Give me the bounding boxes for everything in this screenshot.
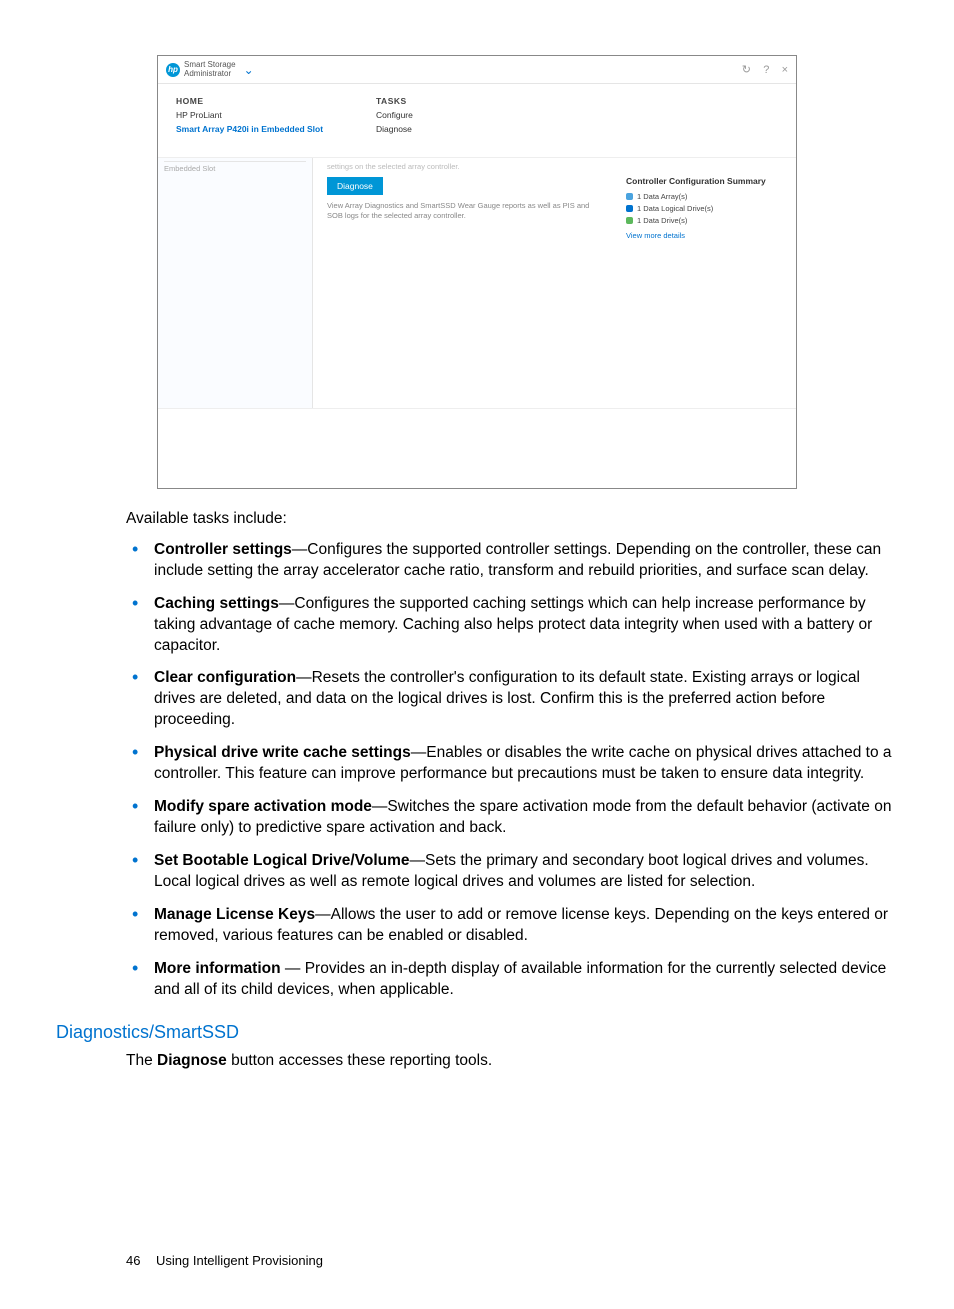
task-item: Modify spare activation mode—Switches th…	[126, 797, 898, 839]
close-icon[interactable]: ×	[782, 64, 788, 76]
task-item: Clear configuration—Resets the controlle…	[126, 668, 898, 731]
empty-panel	[158, 408, 796, 488]
help-icon[interactable]: ?	[763, 64, 769, 76]
task-item: Physical drive write cache settings—Enab…	[126, 743, 898, 785]
home-column: HOME HP ProLiant Smart Array P420i in Em…	[176, 94, 376, 137]
summary-dot-icon	[626, 205, 633, 212]
tasks-column: TASKS Configure Diagnose	[376, 94, 413, 137]
intro-text: Available tasks include:	[126, 509, 898, 530]
smart-array-link[interactable]: Smart Array P420i in Embedded Slot	[176, 122, 376, 136]
task-item: Caching settings—Configures the supporte…	[126, 594, 898, 657]
summary-row: 1 Data Logical Drive(s)	[626, 204, 786, 213]
faint-text: settings on the selected array controlle…	[327, 162, 602, 171]
summary-row: 1 Data Drive(s)	[626, 216, 786, 225]
section-body: The Diagnose button accesses these repor…	[126, 1051, 898, 1072]
chevron-down-icon[interactable]: ⌄	[244, 63, 254, 77]
task-item: More information — Provides an in-depth …	[126, 959, 898, 1001]
task-item: Manage License Keys—Allows the user to a…	[126, 905, 898, 947]
refresh-icon[interactable]: ↻	[742, 64, 751, 76]
hp-logo-icon: hp	[166, 63, 180, 77]
summary-title: Controller Configuration Summary	[626, 176, 786, 186]
task-item: Controller settings—Configures the suppo…	[126, 540, 898, 582]
summary-row: 1 Data Array(s)	[626, 192, 786, 201]
section-heading: Diagnostics/SmartSSD	[56, 1020, 898, 1044]
summary-dot-icon	[626, 217, 633, 224]
app-screenshot: hp Smart Storage Administrator ⌄ ↻ ? × H…	[157, 55, 797, 489]
diagnose-desc: View Array Diagnostics and SmartSSD Wear…	[327, 201, 602, 221]
app-title: Smart Storage Administrator	[184, 61, 236, 79]
page-footer: 46Using Intelligent Provisioning	[126, 1252, 898, 1270]
view-more-link[interactable]: View more details	[626, 231, 786, 240]
configure-link[interactable]: Configure	[376, 108, 413, 122]
diagnose-button[interactable]: Diagnose	[327, 177, 383, 195]
sidebar-item[interactable]: Embedded Slot	[164, 161, 306, 175]
diagnose-link[interactable]: Diagnose	[376, 122, 413, 136]
task-item: Set Bootable Logical Drive/Volume—Sets t…	[126, 851, 898, 893]
summary-dot-icon	[626, 193, 633, 200]
tasks-list: Controller settings—Configures the suppo…	[126, 540, 898, 1001]
